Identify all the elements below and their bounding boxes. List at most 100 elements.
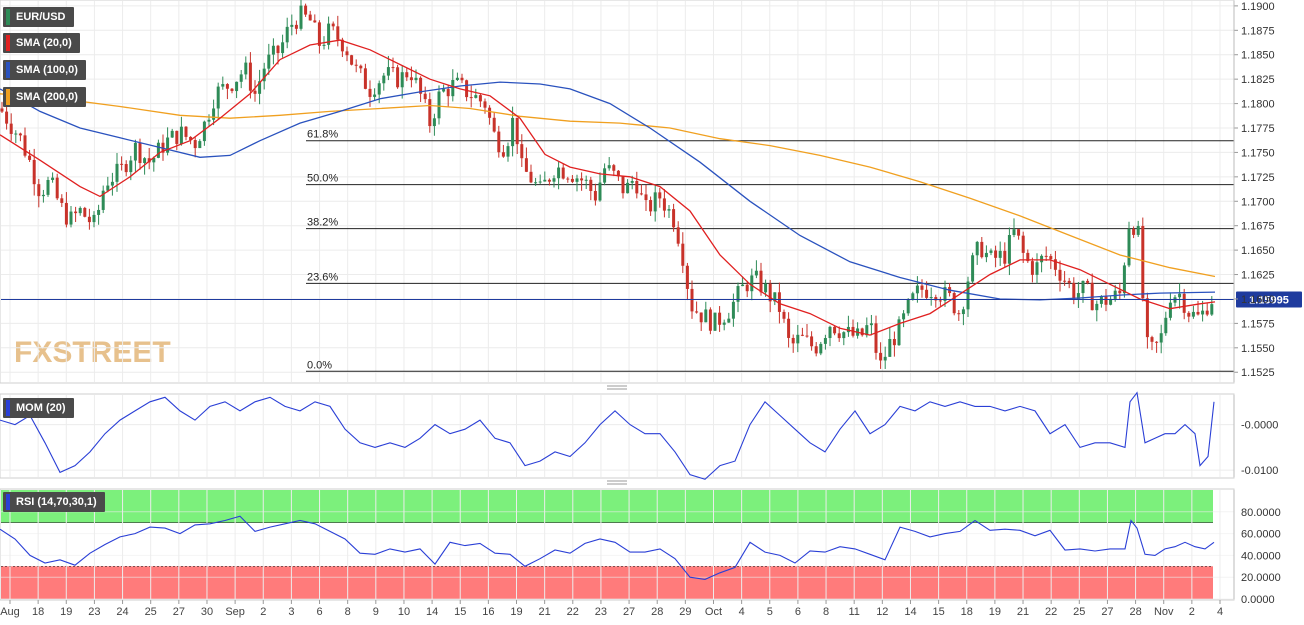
candle-body [501,152,505,157]
x-tick-label: 25 [145,606,157,618]
x-tick-label: 6 [795,606,801,618]
candle-body [998,250,1002,258]
legend-rsi[interactable]: RSI (14,70,30,1) [3,492,105,512]
candle-body [41,194,45,197]
candle-body [520,144,524,159]
candle-body [975,241,979,256]
candle-body [1187,312,1191,317]
candle-body [929,297,933,299]
price-tick-label: 1.1675 [1241,221,1275,233]
indicator-lines [0,391,1215,580]
x-tick-label: 12 [876,606,888,618]
candle-body [1058,269,1062,281]
candle-body [1127,228,1131,266]
candle-body [396,67,400,88]
candle-body [561,167,565,179]
candle-body [511,117,515,147]
candle-body [18,133,22,136]
candle-body [805,335,809,337]
x-tick-label: Sep [225,606,245,618]
mom-tick-label: -0.0000 [1241,420,1278,432]
candle-body [230,88,234,92]
candle-body [1035,262,1039,275]
candle-body [55,177,59,199]
x-tick-label: 21 [539,606,551,618]
candle-body [14,133,18,135]
candle-body [1159,333,1163,343]
candle-body [1067,280,1071,283]
candle-body [221,84,225,87]
candle-body [110,181,114,186]
candle-body [865,325,869,336]
candle-body [685,265,689,289]
price-tick-label: 1.1900 [1241,1,1275,13]
candlestick-series [0,0,1214,369]
legend-sma100[interactable]: SMA (100,0) [3,60,86,80]
panel-splitter-1[interactable] [607,385,627,390]
candle-body [589,179,593,191]
candle-body [166,137,170,153]
candle-body [616,170,620,177]
candle-body [423,93,427,100]
candle-body [1030,261,1034,275]
candle-body [253,90,257,94]
candle-body [823,338,827,344]
legend-sma200[interactable]: SMA (200,0) [3,87,86,107]
candle-body [327,23,331,45]
x-tick-label: 5 [767,606,773,618]
price-tick-label: 1.1750 [1241,147,1275,159]
legend-swatch [6,9,10,25]
candle-body [704,309,708,323]
candle-body [1164,317,1168,334]
candle-body [722,322,726,325]
candle-body [1053,259,1057,270]
candle-body [644,194,648,201]
candle-body [658,192,662,199]
candle-body [129,160,133,173]
candle-body [244,62,248,75]
candle-body [239,74,243,82]
x-tick-label: 30 [201,606,213,618]
price-tick-label: 1.1525 [1241,367,1275,379]
candle-body [87,216,91,223]
legend-eurusd[interactable]: EUR/USD [3,7,74,27]
x-tick-label: 15 [454,606,466,618]
candle-body [837,333,841,339]
mom-tick-label: -0.0100 [1241,465,1278,477]
candle-body [736,286,740,302]
price-tick-label: 1.1575 [1241,318,1275,330]
candle-body [290,24,294,27]
candle-body [1178,293,1182,298]
candle-body [170,130,174,138]
current-price-label: 1.15995 [1249,294,1289,306]
x-tick-label: 19 [60,606,72,618]
candle-body [1136,226,1140,235]
candle-body [768,283,772,302]
candle-body [750,275,754,292]
candle-body [483,101,487,108]
candle-body [1007,235,1011,264]
legend-sma20[interactable]: SMA (20,0) [3,33,80,53]
candle-body [667,209,671,211]
candle-body [1099,296,1103,304]
sma-lines: 1.15995 [0,39,1302,336]
candle-body [212,108,216,120]
candle-body [1003,250,1007,264]
candle-body [492,117,496,132]
legend-mom[interactable]: MOM (20) [3,398,74,418]
fibonacci-label: 38.2% [307,217,338,229]
candle-body [92,214,96,223]
candle-body [414,77,418,81]
candle-body [529,171,533,183]
candle-body [869,323,873,326]
candle-body [1182,293,1186,313]
legend-label: SMA (200,0) [16,91,78,103]
candle-body [676,227,680,244]
candle-body [934,297,938,301]
candle-body [198,141,202,149]
panel-splitter-2[interactable] [607,480,627,485]
x-tick-label: 3 [288,606,294,618]
candle-body [235,81,239,92]
price-tick-label: 1.1825 [1241,74,1275,86]
price-tick-label: 1.1625 [1241,270,1275,282]
